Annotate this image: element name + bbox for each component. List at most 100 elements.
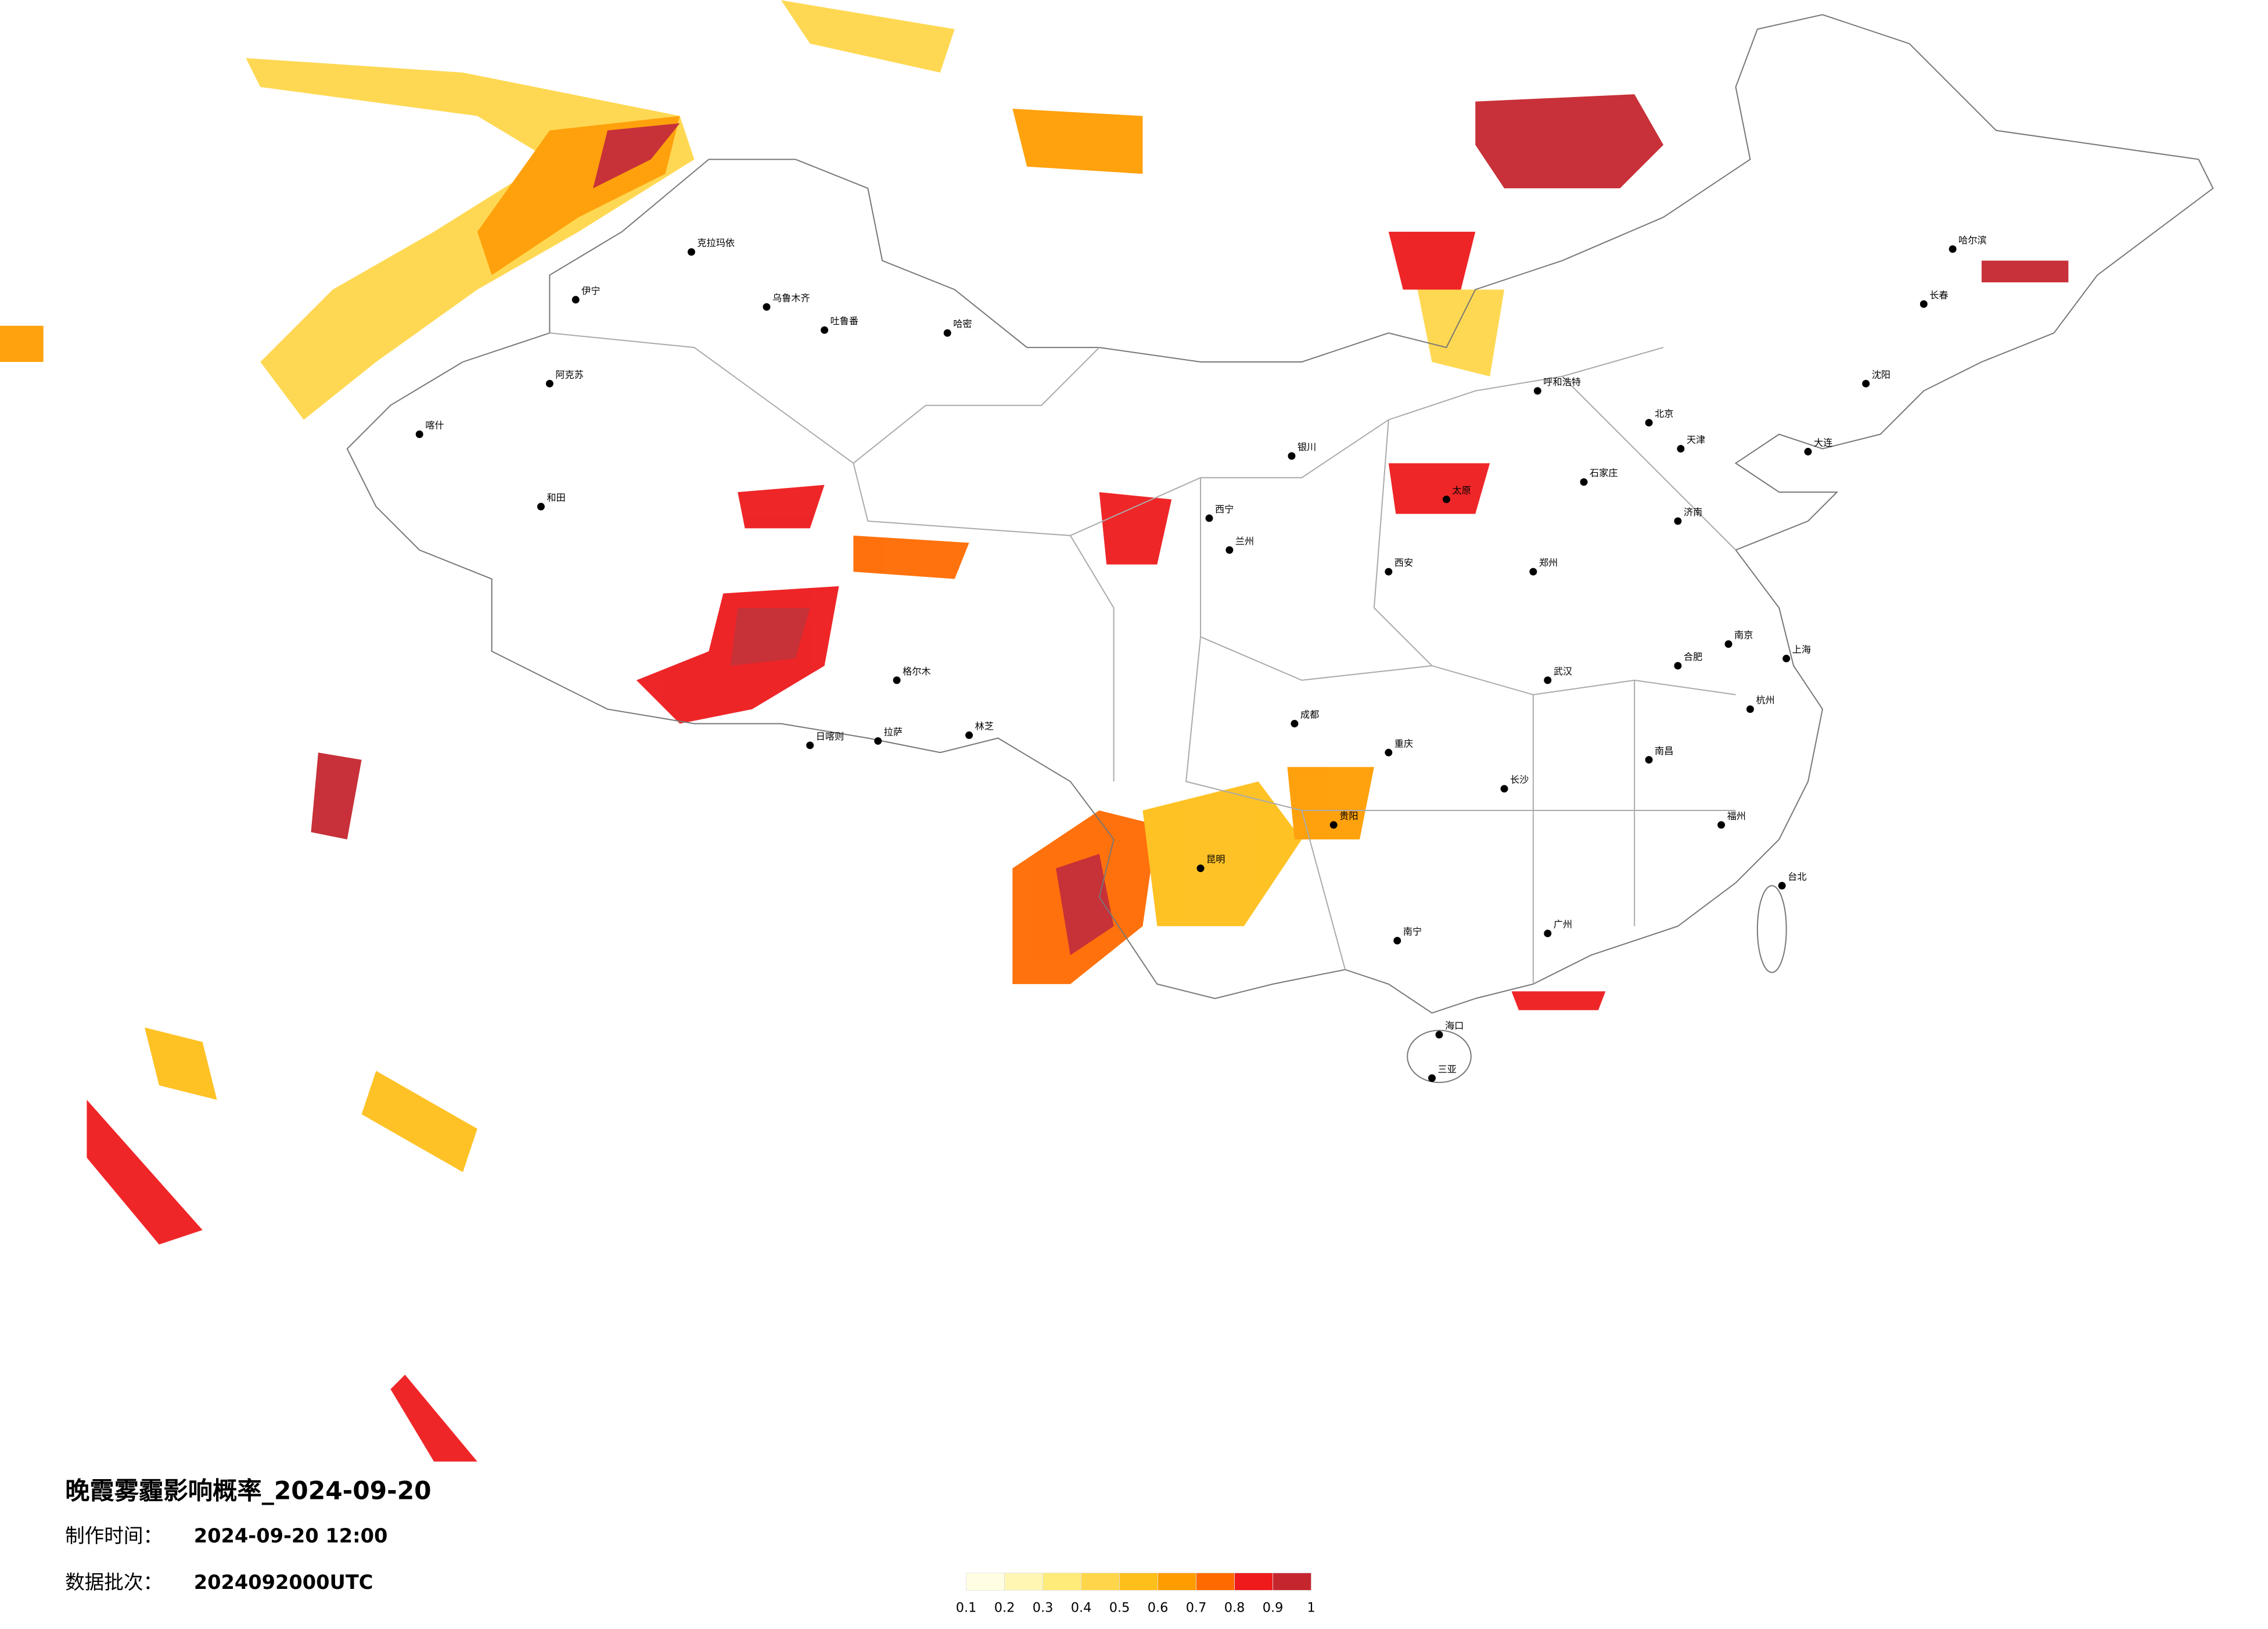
city-dot [1385, 748, 1393, 756]
legend-swatch [1196, 1573, 1235, 1591]
city-dot [763, 303, 771, 311]
city-label: 吐鲁番 [831, 315, 859, 326]
city-dot [1782, 655, 1791, 662]
city-dot [1385, 568, 1393, 576]
city-dot [537, 503, 545, 511]
city-label: 长沙 [1510, 774, 1529, 785]
city-dot [1544, 930, 1552, 938]
city-dot [1645, 419, 1653, 427]
city-dot [1500, 785, 1508, 793]
legend: 0.1 0.2 0.3 0.4 0.5 0.6 0.7 0.8 0.9 1 [956, 1573, 1315, 1616]
city-label: 福州 [1727, 810, 1746, 821]
city-label: 北京 [1655, 408, 1673, 419]
legend-swatch [1273, 1573, 1311, 1591]
city-label: 昆明 [1206, 854, 1225, 865]
legend-swatch [1234, 1573, 1273, 1591]
city-dot [965, 731, 973, 739]
city-label: 台北 [1788, 871, 1806, 882]
city-label: 克拉玛依 [697, 238, 735, 249]
city-dot [1746, 705, 1754, 713]
info-value: 2024-09-20 12:00 [194, 1524, 388, 1547]
city-label: 长春 [1929, 289, 1948, 300]
city-dot [1674, 662, 1682, 670]
city-label: 杭州 [1756, 695, 1774, 706]
legend-swatch [1004, 1573, 1043, 1591]
city-label: 三亚 [1437, 1064, 1456, 1075]
city-dot [687, 248, 695, 256]
city-label: 大连 [1814, 437, 1832, 448]
legend-label: 0.5 [1109, 1601, 1130, 1616]
city-dot [1291, 720, 1299, 728]
city-label: 喀什 [425, 420, 444, 431]
legend-label: 0.1 [956, 1601, 977, 1616]
city-label: 日喀则 [816, 731, 844, 742]
city-dot [806, 741, 814, 749]
city-label: 格尔木 [903, 666, 931, 677]
city-label: 和田 [547, 492, 565, 503]
hainan [1407, 1029, 1472, 1083]
city-label: 重庆 [1394, 738, 1413, 749]
city-dot [1645, 756, 1653, 764]
legend-swatch [966, 1573, 1005, 1591]
city-dot [1529, 568, 1537, 576]
city-dot [1677, 444, 1685, 453]
legend-swatch [1043, 1573, 1081, 1591]
city-dot [1717, 821, 1726, 829]
city-dot [1533, 387, 1541, 395]
city-dot [874, 737, 882, 745]
city-dot [893, 676, 901, 684]
city-label: 郑州 [1539, 557, 1558, 568]
city-dot [1435, 1031, 1443, 1039]
map-title: 晚霞雾霾影响概率_2024-09-20 [65, 1476, 432, 1505]
city-dot [1724, 640, 1733, 648]
city-label: 济南 [1684, 507, 1702, 518]
info-label: 数据批次： [65, 1571, 163, 1594]
city-dot [1196, 864, 1205, 873]
city-dot [943, 329, 951, 337]
city-dot [1544, 676, 1552, 684]
legend-label: 0.3 [1033, 1601, 1054, 1616]
city-dot [572, 296, 580, 304]
city-label: 广州 [1554, 919, 1572, 930]
city-dot [415, 430, 423, 438]
city-label: 林芝 [975, 721, 994, 732]
info-value: 2024092000UTC [194, 1571, 373, 1594]
city-label: 贵阳 [1339, 810, 1358, 821]
city-label: 天津 [1687, 434, 1705, 445]
city-dot [1442, 496, 1450, 504]
city-label: 合肥 [1684, 651, 1702, 662]
legend-swatch [1158, 1573, 1196, 1591]
city-dot [1428, 1074, 1436, 1082]
city-dot [1778, 882, 1786, 889]
city-dot [545, 379, 553, 387]
country-outline [346, 14, 2214, 1014]
legend-label: 0.9 [1263, 1601, 1284, 1616]
city-label: 石家庄 [1590, 468, 1618, 479]
city-label: 乌鲁木齐 [772, 292, 810, 303]
city-label: 太原 [1452, 485, 1471, 496]
city-label: 呼和浩特 [1543, 376, 1581, 387]
legend-label: 1 [1307, 1601, 1315, 1616]
city-label: 银川 [1297, 442, 1316, 453]
info-label: 制作时间： [65, 1524, 163, 1547]
taiwan [1756, 885, 1787, 973]
city-dot [1329, 821, 1338, 829]
city-label: 伊宁 [581, 285, 600, 296]
boundaries [346, 14, 2214, 1083]
city-dot [1804, 447, 1812, 455]
city-dot [1949, 245, 1957, 253]
city-label: 兰州 [1235, 536, 1254, 547]
city-label: 哈尔滨 [1958, 235, 1987, 246]
city-label: 南宁 [1403, 926, 1422, 937]
city-label: 成都 [1300, 709, 1319, 720]
legend-label: 0.6 [1148, 1601, 1169, 1616]
city-label: 阿克苏 [555, 369, 584, 380]
city-dot [1393, 937, 1401, 945]
city-dot [1920, 300, 1928, 308]
legend-swatch [1119, 1573, 1158, 1591]
legend-label: 0.4 [1071, 1601, 1092, 1616]
province-lines [549, 332, 1737, 984]
city-dot [1580, 478, 1588, 486]
legend-label: 0.7 [1186, 1601, 1207, 1616]
